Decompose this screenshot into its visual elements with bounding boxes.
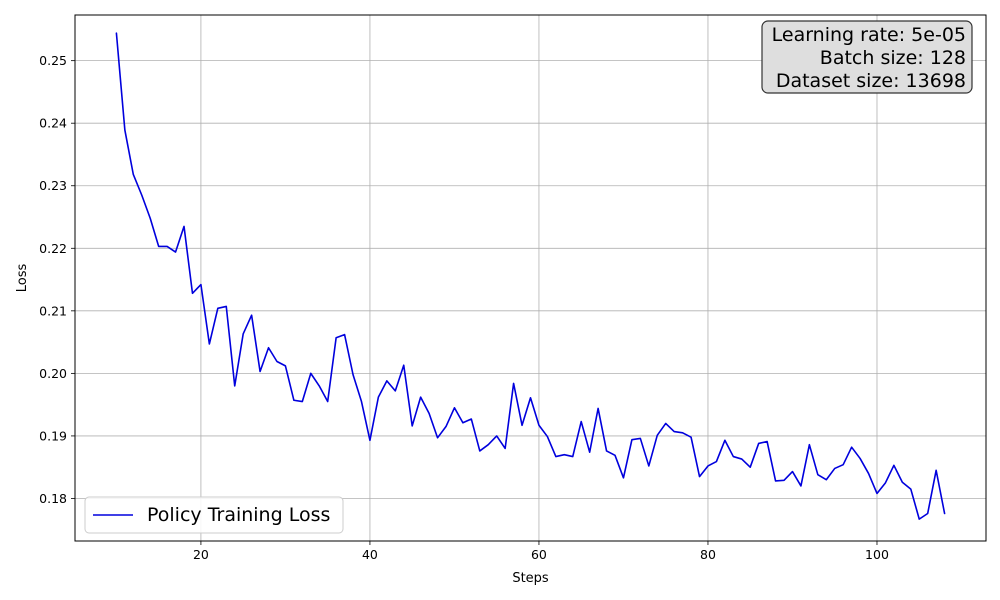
x-axis-label: Steps <box>512 571 549 586</box>
tick-layer: 20 40 60 80 100 0.18 0.19 0.20 0.21 0.22 0.23 0.24 0… <box>39 53 889 562</box>
annotation-box: Learning rate: 5e-05 Batch size: 128 Dat… <box>761 20 973 94</box>
x-tick-label-80: 80 <box>700 547 716 562</box>
grid-layer <box>75 15 986 541</box>
legend-background <box>84 496 344 534</box>
annotation-background <box>761 20 973 94</box>
plot-frame <box>74 14 987 542</box>
x-tick-label-60: 60 <box>531 547 547 562</box>
x-tick-label-40: 40 <box>362 547 378 562</box>
legend-label-policy-training-loss: Policy Training Loss <box>147 504 330 526</box>
y-tick-label-0.22: 0.22 <box>39 241 67 256</box>
y-tick-label-0.20: 0.20 <box>39 366 67 381</box>
y-tick-label-0.25: 0.25 <box>39 53 67 68</box>
y-tick-label-0.19: 0.19 <box>39 428 67 443</box>
series-line-0 <box>115 32 946 520</box>
y-axis-label: Loss <box>15 264 30 293</box>
legend: Policy Training Loss <box>84 496 344 534</box>
annotation-batch-size: Batch size: 128 <box>820 47 966 69</box>
y-tick-label-0.18: 0.18 <box>39 491 67 506</box>
y-tick-label-0.21: 0.21 <box>39 303 67 318</box>
x-tick-label-20: 20 <box>193 547 209 562</box>
x-tick-label-100: 100 <box>865 547 889 562</box>
annotation-dataset-size: Dataset size: 13698 <box>776 70 966 92</box>
y-tick-label-0.23: 0.23 <box>39 178 67 193</box>
y-tick-label-0.24: 0.24 <box>39 116 67 131</box>
annotation-learning-rate: Learning rate: 5e-05 <box>772 24 966 46</box>
series-layer <box>115 32 946 520</box>
